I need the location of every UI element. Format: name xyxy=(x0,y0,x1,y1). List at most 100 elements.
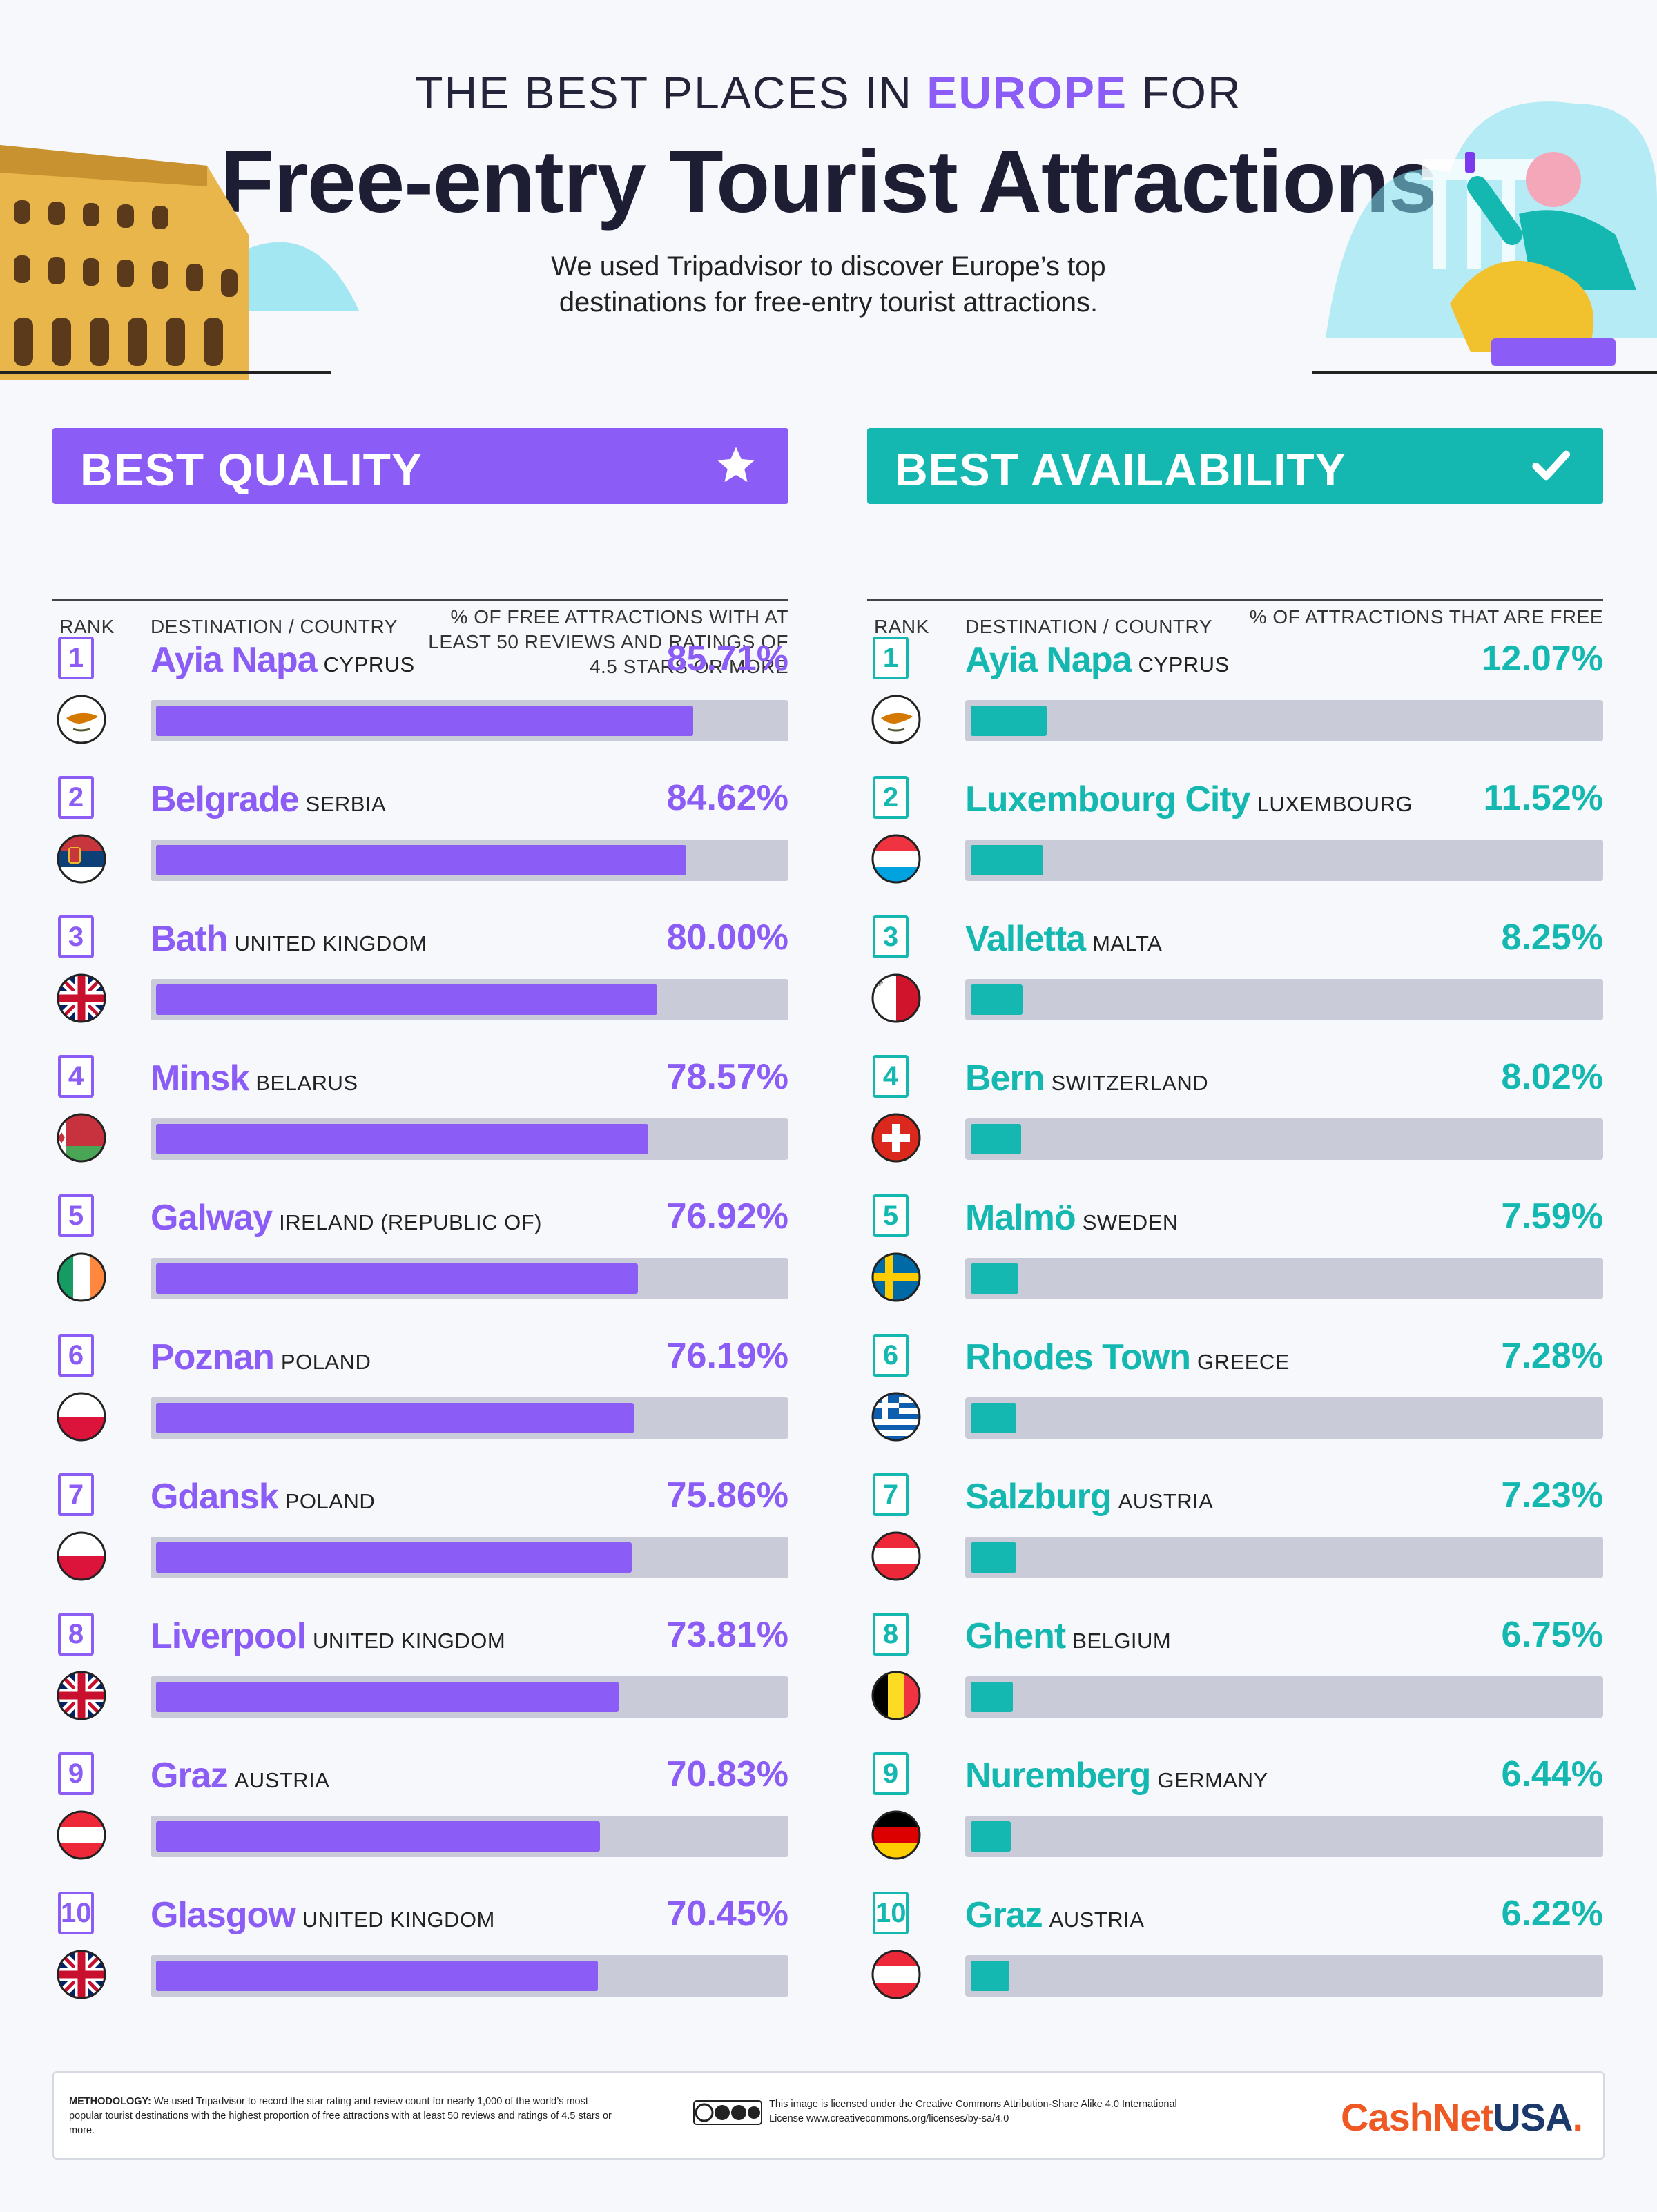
destination-name: Salzburg AUSTRIA xyxy=(965,1476,1213,1517)
ranking-row: 6 Poznan POLAND 76.19% xyxy=(52,1334,788,1472)
ranking-row: 10 Graz AUSTRIA 6.22% xyxy=(867,1892,1603,2030)
value-label: 70.83% xyxy=(666,1754,788,1794)
bar-fill xyxy=(156,1682,619,1712)
bar-fill xyxy=(156,1821,601,1852)
rank-badge: 10 xyxy=(873,1892,909,1934)
city-name: Graz xyxy=(965,1895,1043,1935)
bar-fill xyxy=(156,1124,649,1154)
country-name: SERBIA xyxy=(305,792,387,816)
bar-fill xyxy=(971,845,1043,875)
bar-fill xyxy=(971,1961,1010,1991)
switzerland-flag-icon xyxy=(871,1113,921,1163)
destination-name: Minsk BELARUS xyxy=(151,1058,358,1099)
destination-name: Luxembourg City LUXEMBOURG xyxy=(965,779,1413,820)
country-name: MALTA xyxy=(1092,931,1163,955)
city-name: Glasgow xyxy=(151,1895,296,1935)
rank-badge: 6 xyxy=(58,1334,94,1377)
austria-flag-icon xyxy=(57,1810,106,1860)
best-availability-panel: BEST AVAILABILITY RANK DESTINATION / COU… xyxy=(867,428,1603,1999)
country-name: AUSTRIA xyxy=(1118,1489,1214,1513)
rank-header: RANK xyxy=(59,616,115,637)
value-header: % OF ATTRACTIONS THAT ARE FREE xyxy=(1249,606,1603,628)
best-quality-title: BEST QUALITY xyxy=(80,444,423,495)
bar-fill xyxy=(971,1682,1014,1712)
tourist-illustration xyxy=(1312,101,1657,374)
value-label: 80.00% xyxy=(666,918,788,958)
city-name: Liverpool xyxy=(151,1616,307,1656)
bar-fill xyxy=(156,1403,634,1433)
bar-track xyxy=(151,700,788,741)
bar-fill xyxy=(156,845,687,875)
bar-fill xyxy=(971,1542,1016,1573)
bar-fill xyxy=(156,1263,639,1294)
city-name: Nuremberg xyxy=(965,1756,1151,1796)
rank-badge: 9 xyxy=(873,1752,909,1795)
city-name: Galway xyxy=(151,1198,273,1238)
bar-track xyxy=(151,1676,788,1718)
poland-flag-icon xyxy=(57,1392,106,1442)
value-header: % OF FREE ATTRACTIONS WITH AT LEAST 50 R… xyxy=(428,606,788,677)
ranking-row: 9 Nuremberg GERMANY 6.44% xyxy=(867,1752,1603,1890)
country-name: AUSTRIA xyxy=(234,1768,330,1792)
column-headers: RANK DESTINATION / COUNTRY % OF ATTRACTI… xyxy=(867,504,1603,637)
brand-logo: CashNetUSA. xyxy=(1341,2095,1583,2139)
bar-track xyxy=(965,1537,1603,1578)
ranking-row: 3 Valletta MALTA 8.25% xyxy=(867,915,1603,1054)
bar-track xyxy=(151,1955,788,1997)
ranking-row: 5 Malmö SWEDEN 7.59% xyxy=(867,1194,1603,1332)
value-label: 6.75% xyxy=(1501,1615,1603,1655)
city-name: Minsk xyxy=(151,1058,249,1098)
bar-track xyxy=(965,1258,1603,1299)
city-name: Graz xyxy=(151,1756,229,1796)
best-quality-panel: BEST QUALITY RANK DESTINATION / COUNTRY … xyxy=(52,428,788,1999)
ireland-flag-icon xyxy=(57,1252,106,1302)
destination-name: Ghent BELGIUM xyxy=(965,1616,1171,1657)
ranking-row: 2 Luxembourg City LUXEMBOURG 11.52% xyxy=(867,776,1603,914)
bar-fill xyxy=(971,706,1047,736)
city-name: Bern xyxy=(965,1058,1045,1098)
destination-name: Ayia Napa CYPRUS xyxy=(965,639,1230,681)
country-name: UNITED KINGDOM xyxy=(234,931,427,955)
value-label: 8.02% xyxy=(1501,1057,1603,1097)
poland-flag-icon xyxy=(57,1531,106,1581)
bar-fill xyxy=(971,1403,1017,1433)
rank-badge: 1 xyxy=(873,637,909,679)
bar-track xyxy=(151,840,788,881)
country-name: BELGIUM xyxy=(1072,1629,1172,1653)
ranking-row: 4 Bern SWITZERLAND 8.02% xyxy=(867,1055,1603,1193)
ranking-row: 6 Rhodes Town GREECE 7.28% xyxy=(867,1334,1603,1472)
bar-fill xyxy=(156,1542,632,1573)
city-name: Malmö xyxy=(965,1198,1076,1238)
country-name: LUXEMBOURG xyxy=(1257,792,1413,816)
austria-flag-icon xyxy=(871,1950,921,1999)
bar-fill xyxy=(971,1263,1018,1294)
ranking-row: 1 Ayia Napa CYPRUS 12.07% xyxy=(867,637,1603,775)
destination-name: Nuremberg GERMANY xyxy=(965,1755,1268,1796)
destination-name: Gdansk POLAND xyxy=(151,1476,375,1517)
austria-flag-icon xyxy=(871,1531,921,1581)
country-name: GERMANY xyxy=(1157,1768,1268,1792)
bar-fill xyxy=(971,1821,1011,1852)
ranking-row: 7 Salzburg AUSTRIA 7.23% xyxy=(867,1473,1603,1611)
destination-header: DESTINATION / COUNTRY xyxy=(965,616,1212,637)
cyprus-flag-icon xyxy=(871,695,921,744)
bar-track xyxy=(965,1676,1603,1718)
ranking-row: 2 Belgrade SERBIA 84.62% xyxy=(52,776,788,914)
bar-track xyxy=(151,1118,788,1160)
country-name: SWITZERLAND xyxy=(1051,1071,1209,1095)
greece-flag-icon xyxy=(871,1392,921,1442)
destination-name: Rhodes Town GREECE xyxy=(965,1337,1290,1378)
city-name: Gdansk xyxy=(151,1477,279,1517)
ranking-row: 10 Glasgow UNITED KINGDOM 70.45% xyxy=(52,1892,788,2030)
value-label: 85.71% xyxy=(666,639,788,679)
value-label: 76.19% xyxy=(666,1336,788,1376)
rank-badge: 7 xyxy=(58,1473,94,1516)
destination-header: DESTINATION / COUNTRY xyxy=(151,616,398,637)
city-name: Bath xyxy=(151,919,229,959)
rank-header: RANK xyxy=(874,616,929,637)
rank-badge: 4 xyxy=(58,1055,94,1098)
city-name: Valletta xyxy=(965,919,1086,959)
value-label: 7.23% xyxy=(1501,1475,1603,1515)
country-name: POLAND xyxy=(284,1489,376,1513)
bar-track xyxy=(151,1816,788,1857)
